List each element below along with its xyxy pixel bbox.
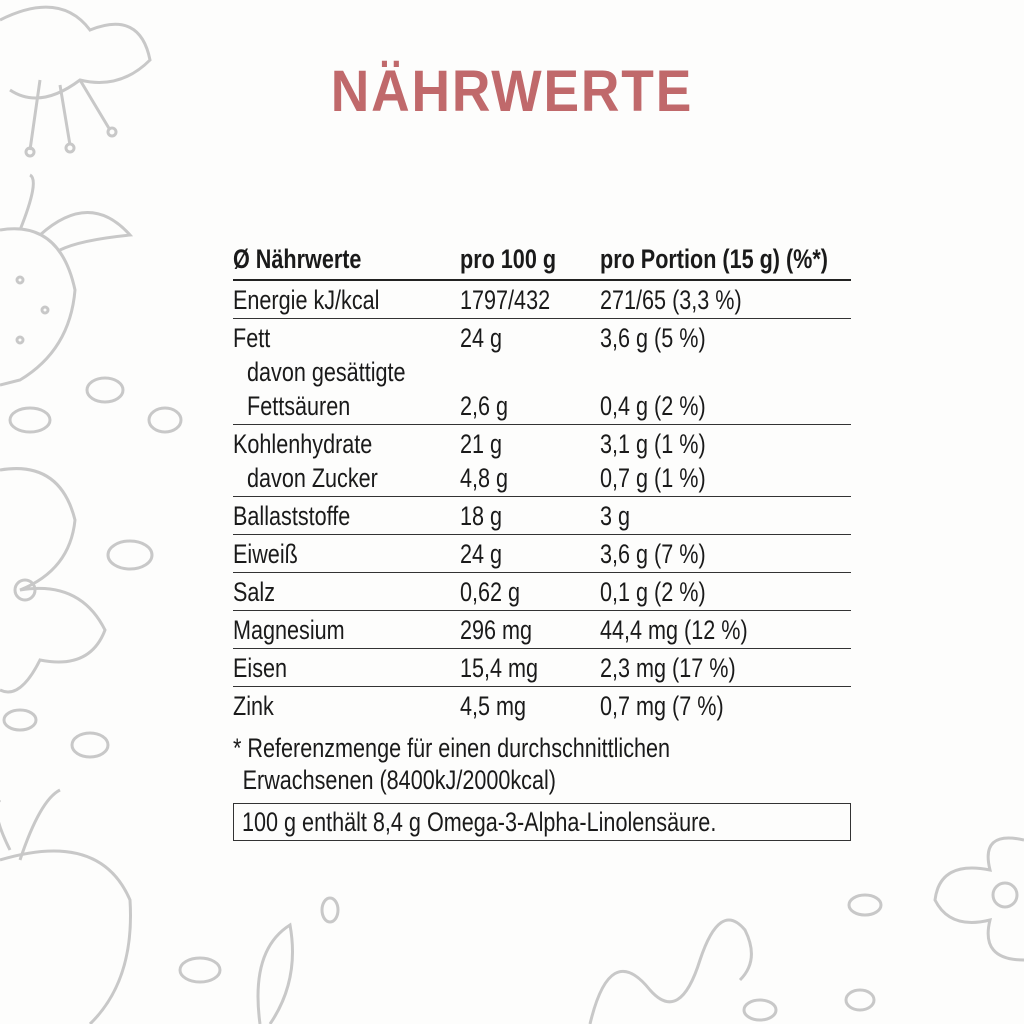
nutrient-label: Eiweiß xyxy=(233,539,298,569)
strawberry-sketch-left xyxy=(0,173,134,387)
nutrient-label: Zink xyxy=(233,691,274,721)
per-100g-value: 4,8 g xyxy=(460,463,509,493)
nutrient-label: davon Zucker xyxy=(247,463,378,493)
table-row: Ballaststoffe 18 g 3 g xyxy=(233,497,851,535)
omega3-note: 100 g enthält 8,4 g Omega-3-Alpha-Linole… xyxy=(242,807,717,837)
per-portion-value: 0,7 g (1 %) xyxy=(600,463,706,493)
nutrition-table: Ø Nährwerte pro 100 g pro Portion (15 g)… xyxy=(233,240,851,724)
header-per-100g: pro 100 g xyxy=(460,244,557,274)
header-nutrient: Ø Nährwerte xyxy=(233,244,362,274)
per-portion-value: 3,6 g (5 %) xyxy=(600,323,706,353)
per-portion-value: 0,1 g (2 %) xyxy=(600,577,706,607)
per-portion-value: 3,1 g (1 %) xyxy=(600,429,706,459)
table-line: Fett 24 g 3,6 g (5 %) xyxy=(233,319,851,353)
table-line: davon Zucker 4,8 g 0,7 g (1 %) xyxy=(233,459,851,496)
blossom-sketch-left xyxy=(0,467,107,694)
table-row: Zink 4,5 mg 0,7 mg (7 %) xyxy=(233,687,851,724)
nutrient-label: Eisen xyxy=(233,653,288,683)
per-100g-value: 18 g xyxy=(460,501,503,531)
footnote: * Referenzmenge für einen durchschnittli… xyxy=(233,732,779,796)
table-row: Kohlenhydrate 21 g 3,1 g (1 %) davon Zucker… xyxy=(233,425,851,497)
flower-sketch-top-left xyxy=(0,5,152,158)
per-100g-value: 4,5 mg xyxy=(460,691,527,721)
table-line: Energie kJ/kcal 1797/432 271/65 (3,3 %) xyxy=(233,281,851,318)
table-row: Eiweiß 24 g 3,6 g (7 %) xyxy=(233,535,851,573)
table-row: Salz 0,62 g 0,1 g (2 %) xyxy=(233,573,851,611)
header-per-portion: pro Portion (15 g) (%*) xyxy=(600,244,828,274)
per-100g-value: 21 g xyxy=(460,429,503,459)
blossom-sketch-right xyxy=(933,836,1024,962)
table-line: Ballaststoffe 18 g 3 g xyxy=(233,497,851,534)
table-row: Eisen 15,4 mg 2,3 mg (17 %) xyxy=(233,649,851,687)
per-100g-value: 24 g xyxy=(460,323,503,353)
table-line: Zink 4,5 mg 0,7 mg (7 %) xyxy=(233,687,851,724)
per-100g-value: 24 g xyxy=(460,539,503,569)
nutrient-label: davon gesättigte xyxy=(247,357,406,387)
table-line: Fettsäuren 2,6 g 0,4 g (2 %) xyxy=(233,387,851,424)
almond-sketches xyxy=(2,376,883,1022)
per-100g-value: 0,62 g xyxy=(460,577,521,607)
table-line: Salz 0,62 g 0,1 g (2 %) xyxy=(233,573,851,610)
nutrient-label: Ballaststoffe xyxy=(233,501,351,531)
title-text: NÄHRWERTE xyxy=(330,59,694,124)
per-portion-value: 44,4 mg (12 %) xyxy=(600,615,748,645)
table-row: Fett 24 g 3,6 g (5 %) davon gesättigte Fetts… xyxy=(233,319,851,425)
table-row: Energie kJ/kcal 1797/432 271/65 (3,3 %) xyxy=(233,281,851,319)
per-portion-value: 271/65 (3,3 %) xyxy=(600,285,742,315)
per-100g-value: 15,4 mg xyxy=(460,653,539,683)
nutrient-label: Energie kJ/kcal xyxy=(233,285,380,315)
nutrient-label: Kohlenhydrate xyxy=(233,429,373,459)
per-portion-value: 0,4 g (2 %) xyxy=(600,391,706,421)
per-100g-value: 296 mg xyxy=(460,615,533,645)
leaf-and-swirl-bottom xyxy=(256,918,753,1024)
omega3-note-box: 100 g enthält 8,4 g Omega-3-Alpha-Linole… xyxy=(233,803,851,841)
nutrient-label: Salz xyxy=(233,577,276,607)
nutrient-label: Fettsäuren xyxy=(247,391,351,421)
nutrient-label: Fett xyxy=(233,323,271,353)
page-title: NÄHRWERTE xyxy=(0,58,1024,125)
table-line: Magnesium 296 mg 44,4 mg (12 %) xyxy=(233,611,851,648)
per-100g-value: 1797/432 xyxy=(460,285,551,315)
per-100g-value: 2,6 g xyxy=(460,391,509,421)
per-portion-value: 3,6 g (7 %) xyxy=(600,539,706,569)
table-line: davon gesättigte xyxy=(233,353,851,387)
table-header: Ø Nährwerte pro 100 g pro Portion (15 g)… xyxy=(233,240,851,281)
per-portion-value: 3 g xyxy=(600,501,631,531)
table-line: Kohlenhydrate 21 g 3,1 g (1 %) xyxy=(233,425,851,459)
table-row: Magnesium 296 mg 44,4 mg (12 %) xyxy=(233,611,851,649)
nutrient-label: Magnesium xyxy=(233,615,345,645)
table-line: Eiweiß 24 g 3,6 g (7 %) xyxy=(233,535,851,572)
strawberry-sketch-bottom-left xyxy=(0,788,132,1024)
per-portion-value: 0,7 mg (7 %) xyxy=(600,691,724,721)
per-portion-value: 2,3 mg (17 %) xyxy=(600,653,736,683)
table-line: Eisen 15,4 mg 2,3 mg (17 %) xyxy=(233,649,851,686)
footnote-line: * Referenzmenge für einen durchschnittli… xyxy=(233,733,671,763)
footnote-line: Erwachsenen (8400kJ/2000kcal) xyxy=(242,765,556,795)
